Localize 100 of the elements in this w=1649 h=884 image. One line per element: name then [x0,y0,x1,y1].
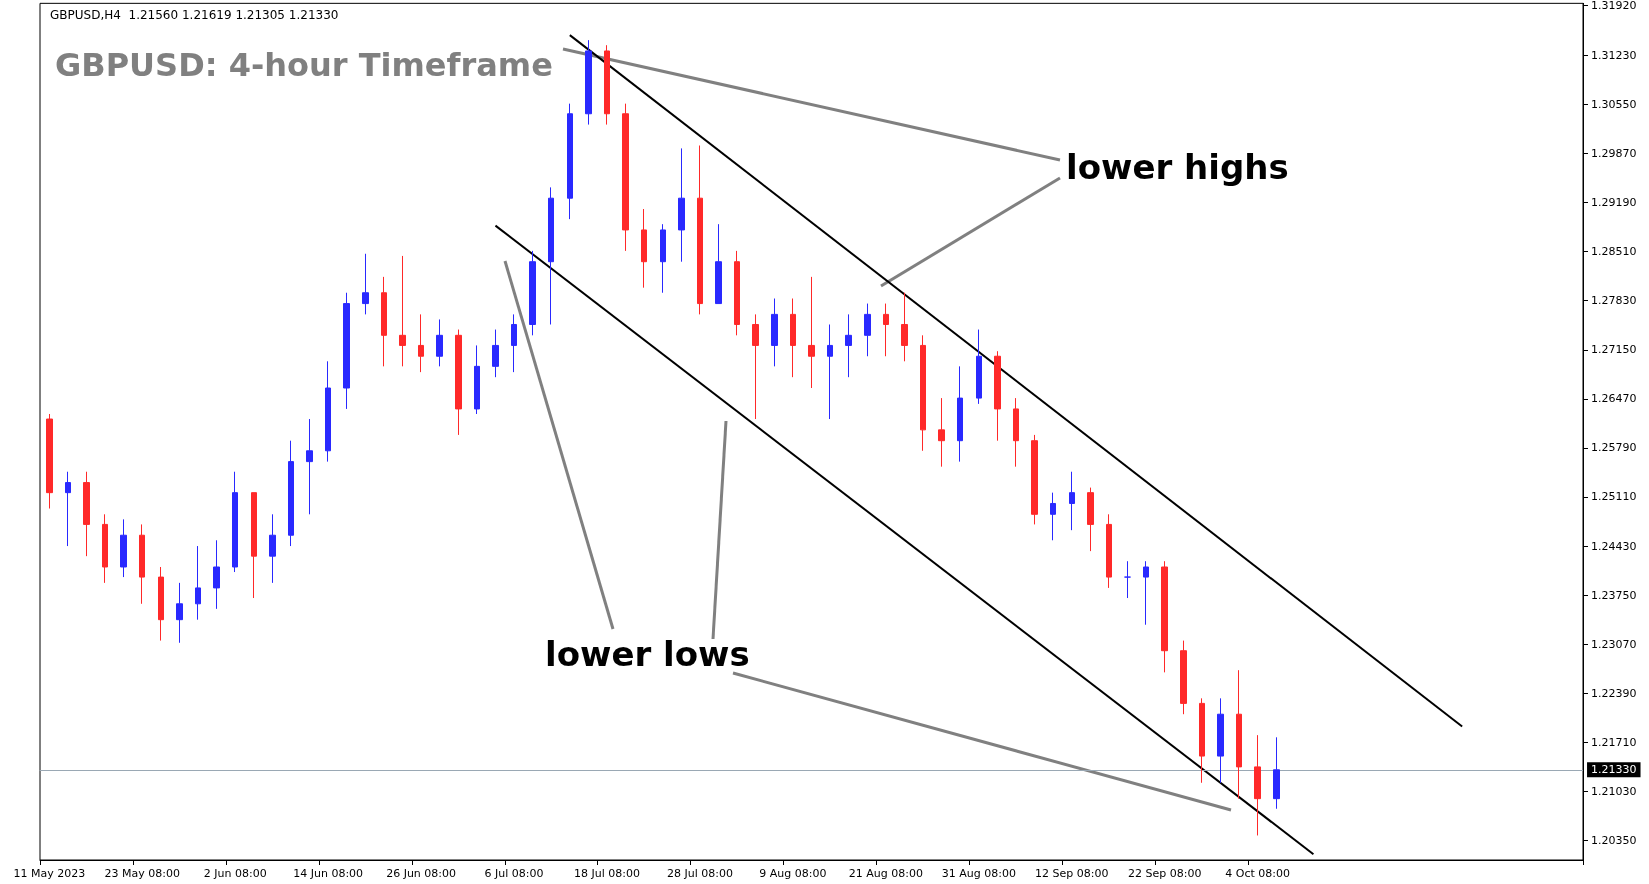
x-tick-label: 2 Jun 08:00 [203,867,267,880]
candlestick [1087,487,1094,552]
candlestick [511,313,517,373]
candlestick [1050,492,1056,541]
x-tick-label: 31 Aug 08:00 [941,867,1016,880]
candlestick [1254,734,1261,836]
candlestick [492,329,499,378]
candlestick [622,103,629,252]
candlestick [883,303,889,357]
candlestick [325,360,331,463]
y-tick-label: 1.24430 [1591,539,1637,553]
y-tick-label: 1.21710 [1591,735,1637,749]
y-tick-label: 1.26470 [1591,392,1637,406]
x-tick-label: 12 Sep 08:00 [1035,867,1109,880]
y-tick-label: 1.30550 [1591,97,1637,111]
candlestick [641,208,647,289]
candlestick [1013,397,1019,468]
candlestick [604,44,610,126]
candlestick [864,303,871,357]
y-tick-label: 1.23750 [1591,588,1637,602]
y-tick-label: 1.31920 [1591,0,1637,12]
y-tick-label: 1.21030 [1591,784,1637,798]
candlestick [901,292,908,362]
candlestick [83,471,90,557]
candlestick [1180,640,1187,715]
candlestick [1143,560,1149,626]
candlestick [752,313,759,420]
candlestick [1236,669,1242,800]
candlestick [715,223,722,305]
candlestick [288,440,294,547]
candlestick [139,523,145,605]
candlestick [436,318,443,367]
candlestick [418,313,424,373]
candlestick [548,186,554,325]
y-tick-label: 1.22390 [1591,686,1637,700]
candlestick [343,292,350,410]
candlestick [1217,697,1224,784]
candlestick [660,223,666,294]
x-tick-label: 26 Jun 08:00 [386,867,457,880]
y-tick-label: 1.28510 [1591,245,1637,259]
candlestick [827,323,833,420]
annotation: GBPUSD,H4 1.21560 1.21619 1.21305 1.21330 [50,8,339,22]
candlestick [1124,560,1131,599]
y-tick-label: 1.20350 [1591,834,1637,848]
candlestick [251,492,257,599]
candlestick [771,298,778,367]
y-tick-label: 1.27830 [1591,294,1637,308]
x-tick-label: 9 Aug 08:00 [759,867,827,880]
candlestick [678,147,685,263]
candlestick [1069,471,1075,531]
candlestick [65,471,71,547]
x-tick-label: 28 Jul 08:00 [666,867,733,880]
candlestick [176,582,183,644]
x-tick-label: 4 Oct 08:00 [1225,867,1291,880]
candlestick [474,344,480,415]
candlestick [585,39,592,126]
y-tick-label: 1.25110 [1591,490,1637,504]
candlestick [120,518,127,578]
y-tick-label: 1.27150 [1591,343,1637,357]
candlestick [920,334,926,452]
candlestick [567,103,573,220]
x-tick-label: 21 Aug 08:00 [848,867,923,880]
candlestick [845,313,852,378]
candlestick [232,471,238,573]
candlestick [938,397,945,468]
candlestick [455,329,462,436]
candlestick [1106,513,1112,589]
annotation: lower highs [1066,147,1289,187]
x-tick-label: 14 Jun 08:00 [293,867,364,880]
x-tick-label: 18 Jul 08:00 [574,867,640,880]
y-tick-label: 1.29870 [1591,146,1637,160]
candlestick [1031,434,1038,525]
candlestick [994,350,1001,442]
y-tick-label: 1.31230 [1591,48,1637,62]
candlestick [1161,560,1168,673]
candlestick [808,276,815,389]
candlestick [362,253,369,315]
candlestick [213,539,220,610]
candlestick [734,250,740,336]
candlestick [399,255,406,367]
candlestick [102,513,108,584]
candlestick [529,250,536,336]
y-tick-label: 1.29190 [1591,196,1637,210]
x-tick-label: 23 May 08:00 [104,867,180,880]
candlestick [306,418,313,515]
y-tick-label: 1.25790 [1591,441,1637,455]
x-tick-label: 6 Jul 08:00 [484,867,544,880]
candlestick [46,413,53,510]
candlestick [957,365,963,463]
x-tick-label: 22 Sep 08:00 [1128,867,1202,880]
y-tick-label: 1.23070 [1591,637,1637,651]
candlestick [697,145,703,315]
text: GBPUSD: 4-hour Timeframe [55,46,553,84]
candlestick [381,276,387,367]
x-tick-label: 11 May 2023 [13,867,86,880]
candlestick [195,545,201,621]
candlestick [158,566,164,642]
candlestick [1273,736,1280,810]
candlestick [790,298,796,378]
candlestick [976,329,982,405]
